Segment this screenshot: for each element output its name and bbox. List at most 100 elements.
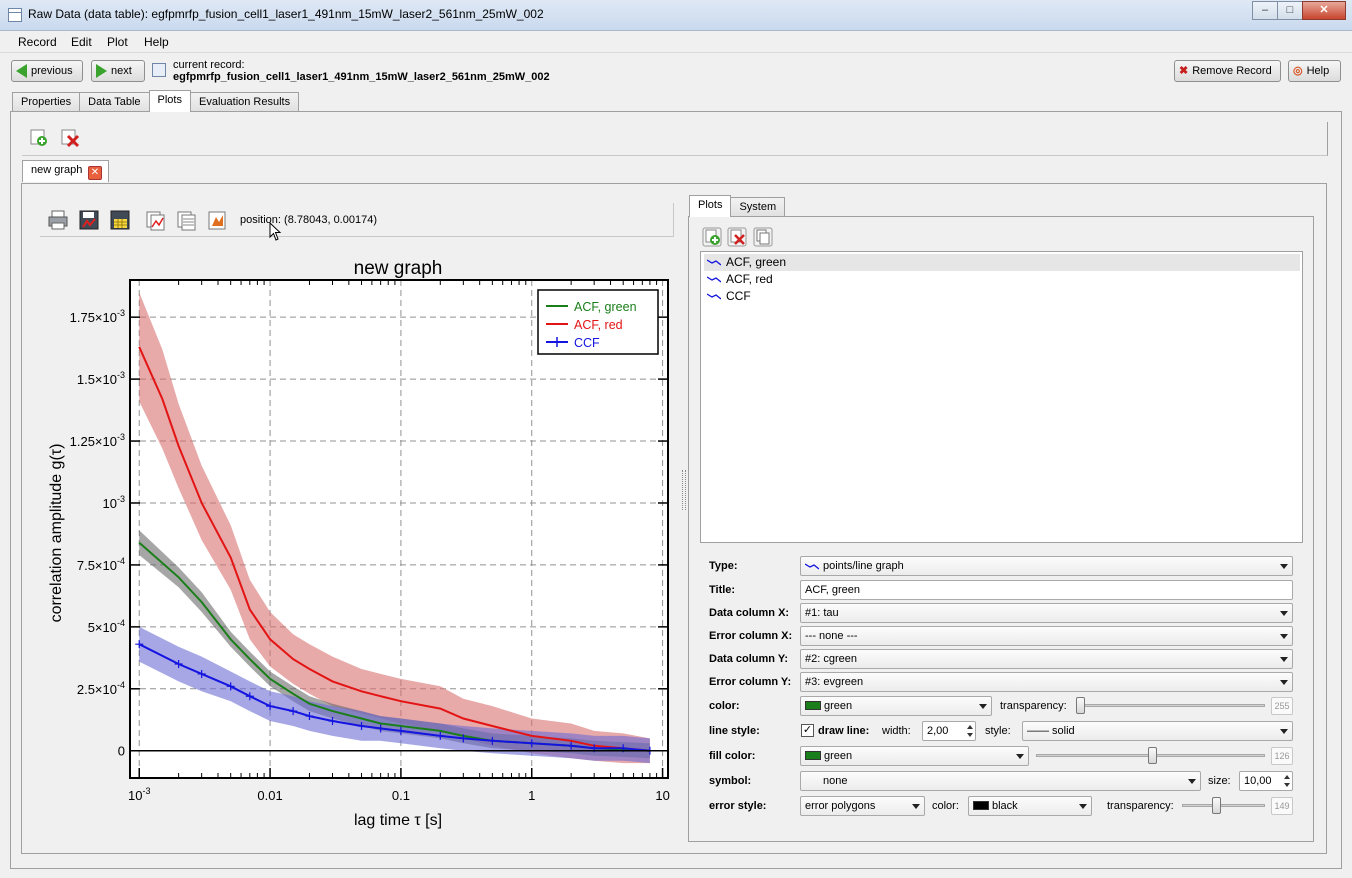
color-value: green xyxy=(824,700,853,712)
list-item-label: CCF xyxy=(726,289,751,303)
tab-new-graph-label: new graph xyxy=(31,164,83,176)
transparency-value: 255 xyxy=(1271,697,1293,715)
data-point xyxy=(305,712,314,721)
series-line-acf-red[interactable] xyxy=(138,346,650,752)
transparency-slider[interactable] xyxy=(1077,704,1265,707)
line-style-select[interactable]: —— solid xyxy=(1022,721,1293,741)
size-label: size: xyxy=(1208,775,1231,787)
help-label: Help xyxy=(1306,65,1330,77)
line-width-value: 2,00 xyxy=(927,725,949,737)
maximize-button[interactable]: □ xyxy=(1277,1,1303,20)
list-item-label: ACF, red xyxy=(726,272,773,286)
copy-plot-icon[interactable] xyxy=(144,209,166,231)
delete-graph-icon[interactable] xyxy=(60,128,80,148)
draw-line-checkbox[interactable]: ✓ xyxy=(801,724,814,737)
type-select[interactable]: points/line graph xyxy=(800,556,1293,576)
x-tick-label: 10 xyxy=(655,788,669,803)
add-plot-icon[interactable] xyxy=(702,227,722,247)
list-item[interactable]: ACF, red xyxy=(704,271,773,288)
help-button[interactable]: ◎ Help xyxy=(1288,60,1341,82)
tab-properties[interactable]: Properties xyxy=(12,92,81,112)
previous-label: previous xyxy=(31,65,73,77)
error-style-select[interactable]: error polygons xyxy=(800,796,925,816)
side-tab-system[interactable]: System xyxy=(730,197,786,217)
spin-up-icon[interactable] xyxy=(967,725,973,729)
spin-down-icon[interactable] xyxy=(1284,783,1290,787)
menu-plot[interactable]: Plot xyxy=(107,35,128,49)
duplicate-plot-icon[interactable] xyxy=(753,227,773,247)
chevron-down-icon xyxy=(1280,729,1288,734)
data-point xyxy=(357,721,366,730)
next-label: next xyxy=(111,65,132,77)
next-button[interactable]: next xyxy=(91,60,145,82)
close-button[interactable]: ✕ xyxy=(1302,1,1346,20)
add-graph-icon[interactable] xyxy=(29,128,49,148)
tab-plots[interactable]: Plots xyxy=(148,90,191,112)
tab-evaluation-results[interactable]: Evaluation Results xyxy=(190,92,300,112)
fill-transparency-slider-handle[interactable] xyxy=(1148,747,1157,764)
previous-button[interactable]: previous xyxy=(11,60,83,82)
data-column-x-select[interactable]: #1: tau xyxy=(800,603,1293,623)
series-line-ccf[interactable] xyxy=(138,643,650,752)
graph-toolbar xyxy=(22,122,1328,156)
current-record-label: current record: xyxy=(173,59,245,71)
symbol-select[interactable]: none xyxy=(800,771,1201,791)
y-tick-label: 1.5×10-3 xyxy=(77,370,125,387)
chevron-down-icon xyxy=(1280,611,1288,616)
y-tick-label: 5×10-4 xyxy=(88,618,125,635)
chevron-down-icon xyxy=(979,704,987,709)
save-plot-icon[interactable] xyxy=(78,209,100,231)
side-tab-plots[interactable]: Plots xyxy=(689,195,732,217)
width-label: width: xyxy=(882,725,911,737)
line-graph-icon xyxy=(707,293,721,300)
correlation-chart[interactable]: new graph lag time τ [s] correlation amp… xyxy=(40,245,675,833)
transparency-slider-handle[interactable] xyxy=(1076,697,1085,714)
splitter-handle[interactable] xyxy=(682,470,686,510)
line-width-spinbox[interactable]: 2,00 xyxy=(922,721,976,741)
fill-color-select[interactable]: green xyxy=(800,746,1029,766)
data-column-y-value: #2: cgreen xyxy=(805,653,857,665)
spin-down-icon[interactable] xyxy=(967,733,973,737)
copy-data-icon[interactable] xyxy=(175,209,197,231)
data-column-y-select[interactable]: #2: cgreen xyxy=(800,649,1293,669)
plot-frame xyxy=(129,279,669,779)
menu-edit[interactable]: Edit xyxy=(71,35,92,49)
spin-up-icon[interactable] xyxy=(1284,775,1290,779)
error-band-acf-red xyxy=(139,292,650,764)
matlab-export-icon[interactable] xyxy=(206,209,228,231)
error-column-y-select[interactable]: #3: evgreen xyxy=(800,672,1293,692)
menu-help[interactable]: Help xyxy=(144,35,169,49)
save-data-icon[interactable] xyxy=(109,209,131,231)
menu-record[interactable]: Record xyxy=(18,35,57,49)
color-select[interactable]: green xyxy=(800,696,992,716)
list-item[interactable]: ACF, green xyxy=(704,254,1300,271)
y-tick-label: 7.5×10-4 xyxy=(77,556,125,573)
chevron-down-icon xyxy=(1280,680,1288,685)
y-tick-label: 0 xyxy=(118,744,125,759)
tab-data-table[interactable]: Data Table xyxy=(79,92,150,112)
tab-new-graph[interactable]: new graph xyxy=(22,160,110,182)
error-column-x-select[interactable]: --- none --- xyxy=(800,626,1293,646)
error-transparency-slider-handle[interactable] xyxy=(1212,797,1221,814)
minimize-button[interactable]: – xyxy=(1252,1,1278,20)
chevron-down-icon xyxy=(1016,754,1024,759)
data-point xyxy=(396,726,405,735)
delete-plot-icon[interactable] xyxy=(727,227,747,247)
data-point xyxy=(245,692,254,701)
current-record-value: egfpmrfp_fusion_cell1_laser1_491nm_15mW_… xyxy=(173,71,550,83)
line-graph-icon xyxy=(805,563,819,570)
error-transparency-slider[interactable] xyxy=(1182,804,1265,807)
close-tab-icon[interactable]: ✕ xyxy=(88,166,102,180)
symbol-size-spinbox[interactable]: 10,00 xyxy=(1239,771,1293,791)
x-tick-label: 1 xyxy=(528,788,535,803)
title-input[interactable]: ACF, green xyxy=(800,580,1293,600)
error-color-value: black xyxy=(992,800,1018,812)
data-point xyxy=(289,707,298,716)
list-item[interactable]: CCF xyxy=(704,288,751,305)
remove-record-button[interactable]: ✖ Remove Record xyxy=(1174,60,1281,82)
error-color-select[interactable]: black xyxy=(968,796,1092,816)
error-column-x-label: Error column X: xyxy=(709,630,793,642)
chart-title: new graph xyxy=(354,258,443,279)
line-style-label: line style: xyxy=(709,725,760,737)
print-icon[interactable] xyxy=(47,209,69,231)
